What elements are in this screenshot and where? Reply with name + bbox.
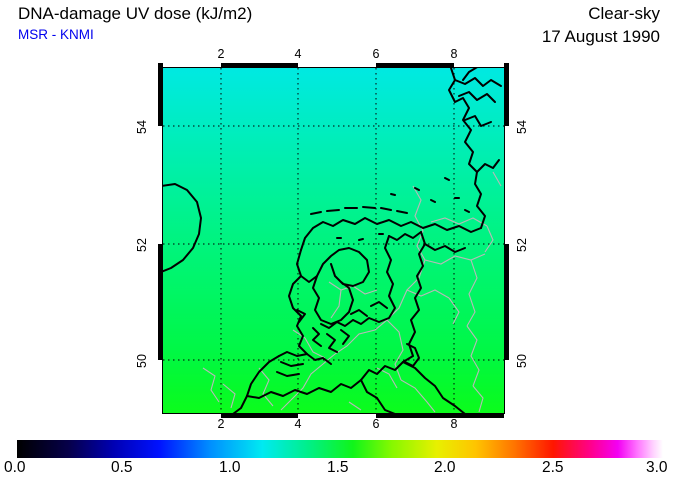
axis-segment-bottom xyxy=(221,413,298,418)
y-tick-left: 54 xyxy=(134,120,149,134)
axis-segment-left xyxy=(158,63,163,126)
axis-segment-right xyxy=(504,63,509,126)
map-geography-overlay xyxy=(163,68,504,413)
coastline-and-borders xyxy=(163,68,502,413)
y-tick-right: 54 xyxy=(514,120,529,134)
y-tick-left: 52 xyxy=(134,238,149,252)
date-label: 17 August 1990 xyxy=(541,27,660,46)
x-tick-bottom: 4 xyxy=(294,417,302,431)
axis-segment-bottom xyxy=(454,413,504,418)
y-tick-left: 50 xyxy=(134,354,149,368)
axis-segment-bottom xyxy=(376,413,454,418)
x-tick-top: 2 xyxy=(217,47,225,61)
x-tick-bottom: 2 xyxy=(217,417,225,431)
x-tick-top: 4 xyxy=(294,47,302,61)
page-title: DNA-damage UV dose (kJ/m2) xyxy=(18,4,253,23)
colorbar-tick: 0.0 xyxy=(4,459,26,476)
page-subtitle-source: MSR - KNMI xyxy=(18,27,94,42)
uv-dose-colorbar xyxy=(17,440,663,458)
colorbar-tick: 2.5 xyxy=(542,459,564,476)
colorbar-tick: 1.5 xyxy=(327,459,349,476)
x-tick-top: 8 xyxy=(450,47,458,61)
y-tick-right: 50 xyxy=(514,354,529,368)
colorbar-tick: 1.0 xyxy=(219,459,241,476)
axis-segment-left xyxy=(158,244,163,360)
colorbar-tick-labels: 0.0 0.5 1.0 1.5 2.0 2.5 3.0 xyxy=(0,459,676,480)
axis-segment-right xyxy=(504,244,509,360)
colorbar-tick: 3.0 xyxy=(646,459,668,476)
uv-dose-raster xyxy=(163,68,504,413)
colorbar-tick: 2.0 xyxy=(434,459,456,476)
x-tick-bottom: 6 xyxy=(372,417,380,431)
axis-segment-top xyxy=(376,63,454,68)
y-tick-right: 52 xyxy=(514,238,529,252)
uv-dose-map: 2 4 6 8 2 4 6 8 54 52 50 54 52 50 xyxy=(135,47,529,431)
x-tick-top: 6 xyxy=(372,47,380,61)
sky-condition-label: Clear-sky xyxy=(588,4,660,23)
colorbar-tick: 0.5 xyxy=(111,459,133,476)
x-tick-bottom: 8 xyxy=(450,417,458,431)
graticule-gridlines xyxy=(163,68,504,413)
axis-segment-top xyxy=(221,63,298,68)
